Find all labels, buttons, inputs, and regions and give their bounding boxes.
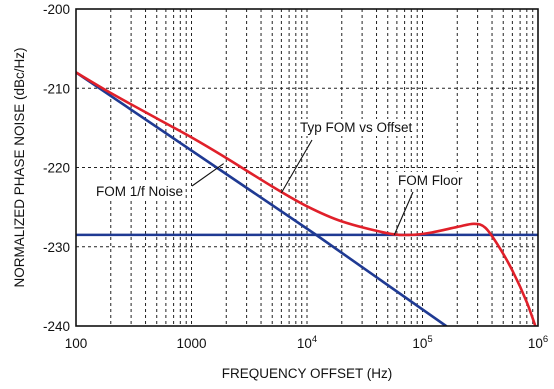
x-tick-labels: 100 1000 104 105 106	[65, 334, 548, 351]
annotation-bg	[94, 183, 186, 200]
annotation-leader-fom-floor	[393, 191, 414, 236]
x-tick-exponent: 4	[312, 334, 317, 345]
annotation-fom-floor: FOM Floor	[398, 173, 463, 188]
x-tick-label: 106	[528, 334, 548, 351]
x-tick-base: 10	[412, 336, 427, 351]
y-tick-label: -240	[43, 319, 70, 334]
annotation-fom-1-f-noise: FOM 1/f Noise	[96, 184, 183, 199]
x-tick-label: 1000	[176, 336, 206, 351]
annotations: Typ FOM vs Offset FOM 1/f Noise FOM Floor	[94, 119, 466, 236]
series-group	[76, 71, 538, 326]
annotation-bg	[396, 172, 466, 189]
x-tick-exponent: 5	[427, 334, 432, 345]
annotation-leader-typ-fom-vs-offset	[280, 139, 313, 194]
series-line-typ-fom-vs-offset	[76, 71, 537, 326]
x-tick-base: 10	[528, 336, 543, 351]
y-tick-label: -230	[43, 240, 70, 255]
plot-frame	[75, 8, 539, 327]
x-tick-label: 105	[412, 334, 432, 351]
grid	[76, 9, 538, 326]
y-tick-label: -210	[43, 81, 70, 96]
x-tick-base: 100	[65, 336, 88, 351]
x-tick-exponent: 6	[543, 334, 548, 345]
y-tick-labels: -200 -210 -220 -230 -240	[43, 2, 70, 334]
y-tick-label: -200	[43, 2, 70, 17]
y-tick-label: -220	[43, 161, 70, 176]
annotation-bg	[298, 119, 415, 136]
annotation-typ-fom-vs-offset: Typ FOM vs Offset	[300, 120, 413, 135]
y-axis-label: NORMALIZED PHASE NOISE (dBc/Hz)	[12, 47, 27, 287]
annotation-leader-fom-1-f-noise	[191, 163, 225, 187]
x-axis-label: FREQUENCY OFFSET (Hz)	[222, 366, 393, 381]
x-tick-base: 1000	[176, 336, 206, 351]
x-tick-label: 100	[65, 336, 88, 351]
x-tick-label: 104	[297, 334, 317, 351]
x-tick-base: 10	[297, 336, 312, 351]
